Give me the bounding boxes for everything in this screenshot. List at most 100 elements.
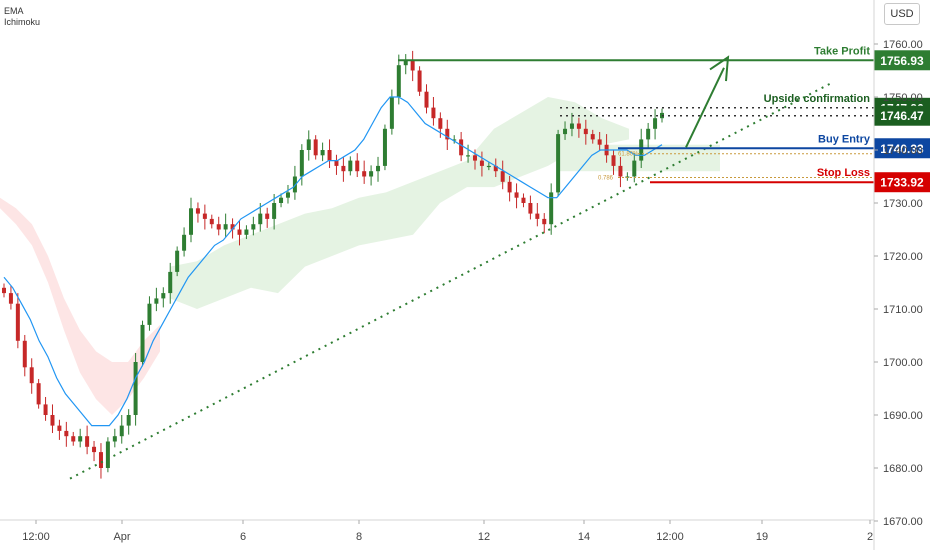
y-tick-label: 1740.00	[883, 145, 923, 157]
candle-body	[258, 213, 263, 225]
fib-label: 61.80%	[618, 152, 639, 158]
candle-body	[292, 176, 297, 193]
candle-body	[535, 213, 540, 219]
candle-body	[230, 224, 235, 230]
candle-body	[486, 165, 491, 168]
candle-body	[8, 293, 13, 304]
x-tick-label: 2	[867, 531, 873, 543]
ema-line	[3, 96, 663, 427]
candle-body	[563, 128, 568, 135]
candle-body	[576, 123, 581, 129]
candle-body	[556, 134, 561, 193]
candle-body	[285, 192, 290, 198]
candle-body	[147, 303, 152, 325]
candle-body	[493, 165, 498, 172]
ascending-trendline	[69, 82, 831, 480]
candle-body	[15, 303, 20, 341]
candle-body	[71, 436, 76, 442]
candle-body	[618, 165, 623, 177]
level-name-label: Upside confirmation	[764, 93, 871, 105]
level-price-badge	[874, 105, 930, 126]
price-axis: 1760.00 1750.00 1740.00 1730.00 1720.00 1710.…	[873, 0, 923, 550]
candle-body	[133, 362, 138, 415]
level-price-label: 1733.92	[880, 176, 924, 190]
candle-body	[313, 139, 318, 156]
candle-body	[154, 298, 159, 304]
level-name-label: Take Profit	[814, 45, 870, 57]
candle-body	[334, 160, 339, 166]
candle-body	[362, 171, 367, 177]
candle-body	[195, 208, 200, 214]
candle-body	[272, 203, 277, 219]
candle-body	[472, 155, 477, 161]
x-tick-label: 12:00	[22, 531, 50, 543]
x-tick-label: 8	[356, 531, 362, 543]
x-tick-label: Apr	[113, 531, 130, 543]
candle-body	[438, 118, 443, 129]
candle-body	[36, 383, 41, 405]
candle-body	[279, 197, 284, 203]
candle-body	[168, 271, 173, 294]
candle-body	[223, 224, 228, 230]
indicator-label-ema[interactable]: EMA	[4, 6, 24, 16]
candle-body	[161, 293, 166, 299]
candle-body	[355, 160, 360, 172]
candle-body	[175, 250, 180, 272]
candle-body	[182, 234, 187, 251]
candle-body	[549, 192, 554, 225]
x-tick-label: 6	[240, 531, 246, 543]
candle-body	[521, 197, 526, 203]
candle-body	[348, 160, 353, 172]
candle-body	[424, 91, 429, 108]
candle-body	[542, 218, 547, 225]
currency-button[interactable]: USD	[884, 3, 920, 25]
candle-body	[341, 165, 346, 172]
candle-body	[479, 160, 484, 166]
candle-body	[403, 59, 408, 66]
ema-polyline	[3, 96, 663, 427]
level-price-label: 1756.93	[880, 54, 924, 68]
candle-body	[140, 324, 145, 362]
x-tick-label: 14	[578, 531, 590, 543]
candle-body	[119, 425, 124, 437]
candle-body	[105, 441, 110, 468]
level-price-badge	[874, 138, 930, 159]
y-tick-label: 1730.00	[883, 198, 923, 210]
candle-body	[85, 436, 90, 447]
candle-body	[216, 224, 221, 230]
candle-body	[611, 155, 616, 166]
candle-body	[78, 436, 83, 442]
candle-body	[202, 213, 207, 219]
candle-body	[64, 430, 69, 437]
candle-body	[43, 404, 48, 415]
candle-body	[327, 150, 332, 161]
candle-body	[126, 415, 131, 426]
candle-body	[410, 59, 415, 71]
candle-body	[22, 340, 27, 368]
y-tick-label: 1720.00	[883, 251, 923, 263]
candle-body	[320, 150, 325, 156]
candle-body	[459, 139, 464, 156]
candle-body	[251, 224, 256, 230]
candle-body	[265, 213, 270, 219]
time-axis: 12:00 Apr 6 8 12 14 12:00 19 2	[0, 519, 874, 543]
candle-body	[112, 436, 117, 442]
level-price-badge	[874, 50, 930, 71]
candle-body	[417, 70, 422, 92]
candle-body	[514, 192, 519, 198]
candle-body	[29, 367, 34, 384]
candle-body	[569, 123, 574, 129]
y-tick-label: 1690.00	[883, 410, 923, 422]
candle-body	[369, 171, 374, 177]
candle-body	[92, 446, 97, 453]
candle-body	[632, 160, 637, 177]
candle-body	[396, 65, 401, 97]
candle-body	[583, 128, 588, 135]
y-tick-label: 1760.00	[883, 39, 923, 51]
indicator-label-ichimoku[interactable]: Ichimoku	[4, 17, 41, 27]
candle-body	[244, 229, 249, 235]
candle-body	[57, 425, 62, 431]
projection-arrow-shaft	[685, 67, 725, 148]
candle-body	[590, 134, 595, 140]
